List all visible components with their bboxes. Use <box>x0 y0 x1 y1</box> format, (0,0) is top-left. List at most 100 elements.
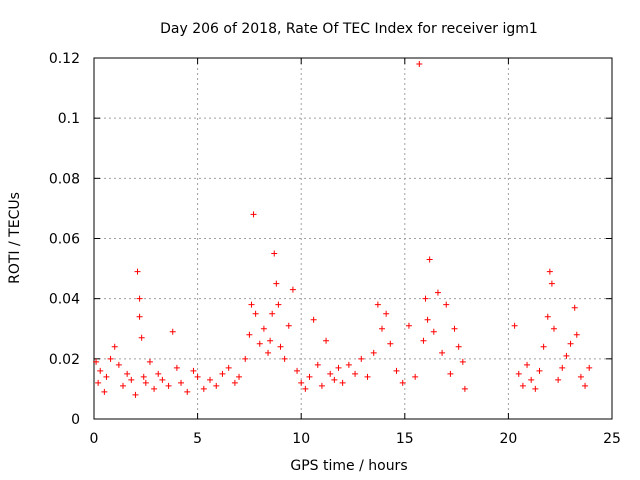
data-point <box>447 370 454 377</box>
data-point <box>379 325 386 332</box>
data-point <box>256 340 263 347</box>
data-point <box>459 358 466 365</box>
data-point <box>265 349 272 356</box>
data-point <box>524 361 531 368</box>
data-point <box>267 337 274 344</box>
data-point <box>405 322 412 329</box>
data-point <box>169 328 176 335</box>
y-tick-label: 0.04 <box>49 292 80 308</box>
data-point <box>111 343 118 350</box>
data-point <box>138 334 145 341</box>
data-point <box>184 388 191 395</box>
data-point <box>314 361 321 368</box>
axis-ticks <box>93 57 613 420</box>
data-point <box>132 391 139 398</box>
data-point <box>225 364 232 371</box>
data-point <box>439 349 446 356</box>
data-point <box>173 364 180 371</box>
data-point <box>420 337 427 344</box>
data-point <box>140 373 147 380</box>
y-tick-label: 0 <box>71 412 80 428</box>
data-point <box>374 301 381 308</box>
data-point <box>331 376 338 383</box>
x-tick-label: 0 <box>90 431 99 447</box>
data-point <box>190 367 197 374</box>
data-point <box>455 343 462 350</box>
data-point <box>412 373 419 380</box>
data-point <box>563 352 570 359</box>
data-point <box>200 385 207 392</box>
data-point <box>515 370 522 377</box>
data-point <box>577 373 584 380</box>
data-point <box>323 337 330 344</box>
data-point <box>586 364 593 371</box>
data-point <box>277 343 284 350</box>
data-point <box>364 373 371 380</box>
data-point <box>519 382 526 389</box>
data-point <box>451 325 458 332</box>
data-point <box>269 310 276 317</box>
data-point <box>511 322 518 329</box>
data-point <box>302 385 309 392</box>
y-tick-labels: 0 0.02 0.04 0.06 0.08 0.1 0.12 <box>49 51 80 428</box>
data-point <box>310 316 317 323</box>
data-point <box>318 382 325 389</box>
x-axis-label: GPS time / hours <box>290 458 407 474</box>
data-point <box>335 364 342 371</box>
x-tick-label: 20 <box>499 431 517 447</box>
data-point <box>271 250 278 257</box>
data-point <box>178 379 185 386</box>
data-point <box>573 331 580 338</box>
y-tick-label: 0.08 <box>49 171 80 187</box>
data-point <box>242 355 249 362</box>
data-point <box>281 355 288 362</box>
data-point <box>236 373 243 380</box>
data-point <box>146 358 153 365</box>
data-point <box>536 367 543 374</box>
data-point <box>120 382 127 389</box>
data-point <box>571 304 578 311</box>
data-point <box>142 379 149 386</box>
data-point <box>430 328 437 335</box>
data-point <box>213 382 220 389</box>
data-point <box>298 379 305 386</box>
data-point <box>424 316 431 323</box>
data-point <box>252 310 259 317</box>
data-point <box>461 385 468 392</box>
data-point <box>339 379 346 386</box>
data-points <box>93 61 593 398</box>
data-point <box>136 295 143 302</box>
data-point <box>107 355 114 362</box>
data-point <box>155 370 162 377</box>
data-point <box>540 343 547 350</box>
data-point <box>352 370 359 377</box>
data-point <box>555 376 562 383</box>
data-point <box>546 268 553 275</box>
data-point <box>559 364 566 371</box>
data-point <box>443 301 450 308</box>
data-point <box>194 373 201 380</box>
data-point <box>393 367 400 374</box>
data-point <box>327 370 334 377</box>
data-point <box>567 340 574 347</box>
data-point <box>416 61 423 68</box>
data-point <box>289 286 296 293</box>
data-point <box>207 376 214 383</box>
data-point <box>426 256 433 263</box>
data-point <box>399 379 406 386</box>
data-point <box>246 331 253 338</box>
data-point <box>115 361 122 368</box>
data-point <box>151 385 158 392</box>
data-point <box>159 376 166 383</box>
data-point <box>550 325 557 332</box>
data-point <box>275 301 282 308</box>
data-point <box>134 268 141 275</box>
data-point <box>528 376 535 383</box>
data-point <box>250 211 257 218</box>
data-point <box>294 367 301 374</box>
data-point <box>93 358 100 365</box>
data-point <box>422 295 429 302</box>
data-point <box>387 340 394 347</box>
data-point <box>434 289 441 296</box>
